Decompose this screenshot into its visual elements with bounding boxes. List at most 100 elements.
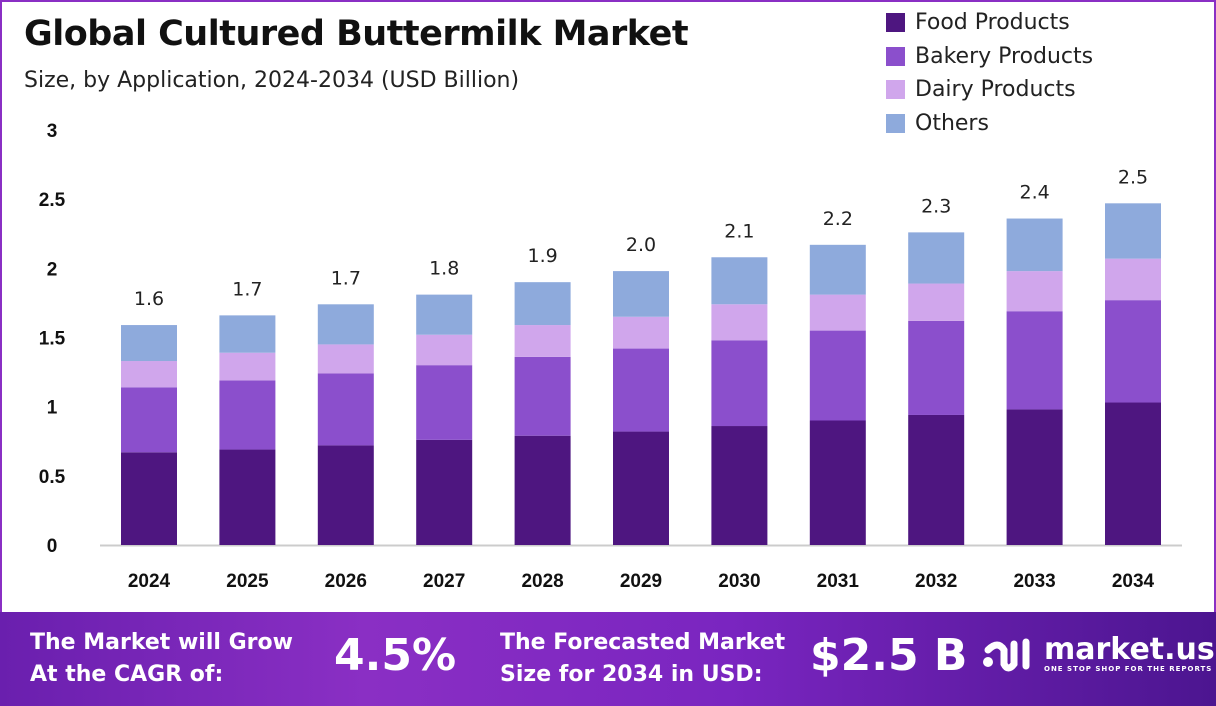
bar-segment-food-products xyxy=(317,445,374,545)
legend-swatch xyxy=(886,80,905,100)
total-data-label: 2.1 xyxy=(724,220,754,242)
footer-banner: The Market will Grow At the CAGR of: 4.5… xyxy=(0,612,1216,706)
market-us-logo: market.us ONE STOP SHOP FOR THE REPORTS xyxy=(980,634,1215,674)
y-tick-label: 0.5 xyxy=(39,467,66,488)
x-tick-label: 2026 xyxy=(325,571,367,592)
legend-label: Dairy Products xyxy=(915,77,1076,103)
total-data-label: 1.8 xyxy=(429,258,459,280)
chart-title: Global Cultured Buttermilk Market xyxy=(24,14,689,54)
bar-segment-dairy-products xyxy=(219,352,276,381)
legend-label: Others xyxy=(915,110,989,136)
total-data-label: 1.7 xyxy=(232,278,262,300)
x-tick-label: 2027 xyxy=(423,571,465,592)
forecast-label: The Forecasted Market Size for 2034 in U… xyxy=(500,627,785,691)
bar-segment-dairy-products xyxy=(416,334,473,366)
bar-segment-others xyxy=(809,244,866,295)
chart-subtitle: Size, by Application, 2024-2034 (USD Bil… xyxy=(24,68,520,93)
x-tick-label: 2025 xyxy=(226,571,269,592)
bar-segment-dairy-products xyxy=(613,316,669,349)
legend-item-others: Others xyxy=(886,107,1093,141)
bar-segment-dairy-products xyxy=(317,344,374,374)
logo-icon xyxy=(983,638,1030,672)
bar-segment-dairy-products xyxy=(1006,271,1063,312)
bar-segment-food-products xyxy=(121,452,177,545)
bar-segment-bakery-products xyxy=(711,340,768,427)
bar-segment-bakery-products xyxy=(1006,311,1063,410)
legend-item-food: Food Products xyxy=(886,6,1093,40)
bar-segment-food-products xyxy=(219,449,276,545)
y-tick-label: 2.5 xyxy=(39,190,66,211)
logo-name: market.us xyxy=(1044,632,1215,667)
bar-segment-dairy-products xyxy=(711,304,768,341)
bar-segment-others xyxy=(121,325,177,362)
y-tick-label: 0 xyxy=(47,536,58,557)
bar-segment-others xyxy=(711,257,768,305)
cagr-value: 4.5% xyxy=(334,630,457,681)
bar-segment-others xyxy=(416,294,473,335)
logo-tagline: ONE STOP SHOP FOR THE REPORTS xyxy=(1044,665,1213,673)
bar-segment-food-products xyxy=(416,439,473,545)
legend-label: Food Products xyxy=(915,10,1070,36)
bar-segment-others xyxy=(908,232,965,284)
cagr-label-line: The Market will Grow xyxy=(30,630,293,655)
total-data-label: 2.2 xyxy=(823,208,853,230)
bar-segment-dairy-products xyxy=(809,294,866,331)
forecast-label-line: The Forecasted Market xyxy=(500,630,786,655)
total-data-label: 1.9 xyxy=(527,245,557,267)
x-tick-label: 2028 xyxy=(521,571,563,592)
bar-segment-others xyxy=(1006,218,1063,272)
y-tick-label: 1 xyxy=(47,398,58,419)
bar-segment-dairy-products xyxy=(514,325,571,357)
total-data-label: 1.6 xyxy=(134,288,164,310)
bar-segment-others xyxy=(1105,203,1161,259)
legend-swatch xyxy=(886,13,905,33)
bar-segment-bakery-products xyxy=(613,348,669,432)
bar-segment-food-products xyxy=(809,420,866,545)
bar-segment-others xyxy=(613,271,669,317)
x-tick-label: 2024 xyxy=(128,571,171,592)
bar-segment-bakery-products xyxy=(809,330,866,421)
bar-segment-bakery-products xyxy=(416,365,473,440)
legend-swatch xyxy=(886,113,905,133)
legend: Food Products Bakery Products Dairy Prod… xyxy=(886,6,1093,140)
bar-segment-others xyxy=(317,304,374,345)
y-tick-label: 1.5 xyxy=(39,329,66,350)
bar-segment-dairy-products xyxy=(1105,258,1161,301)
stacked-bar-chart: 0 0.5 1 1.5 2 2.5 3 1.6 2024 1.7 2025 1.7 2026 1.8 202… xyxy=(39,121,1182,592)
bar-segment-bakery-products xyxy=(219,380,276,450)
y-tick-label: 2 xyxy=(47,259,58,280)
total-data-label: 2.4 xyxy=(1019,182,1049,204)
forecast-label-line: Size for 2034 in USD: xyxy=(500,662,763,687)
bar-segment-bakery-products xyxy=(514,356,571,436)
bar-segment-others xyxy=(514,282,571,326)
x-tick-label: 2031 xyxy=(817,571,860,592)
cagr-label-line: At the CAGR of: xyxy=(30,662,224,687)
legend-item-bakery: Bakery Products xyxy=(886,40,1093,74)
x-tick-label: 2030 xyxy=(718,571,760,592)
x-tick-label: 2029 xyxy=(620,571,662,592)
legend-swatch xyxy=(886,46,905,66)
bar-segment-dairy-products xyxy=(121,361,177,388)
legend-label: Bakery Products xyxy=(915,43,1094,69)
bar-segment-food-products xyxy=(1105,402,1161,545)
bar-segment-bakery-products xyxy=(908,320,965,415)
bar-segment-food-products xyxy=(1006,409,1063,545)
bar-segment-dairy-products xyxy=(908,283,965,321)
bar-segment-food-products xyxy=(908,414,965,545)
bar-segment-others xyxy=(219,315,276,353)
bar-segment-food-products xyxy=(613,431,669,545)
total-data-label: 2.3 xyxy=(921,195,951,217)
bar-segment-bakery-products xyxy=(1105,300,1161,403)
total-data-label: 2.0 xyxy=(626,234,656,256)
bar-segment-bakery-products xyxy=(317,373,374,446)
y-tick-label: 3 xyxy=(47,121,58,142)
x-tick-label: 2033 xyxy=(1013,571,1055,592)
x-tick-label: 2032 xyxy=(915,571,957,592)
bar-segment-food-products xyxy=(711,426,768,545)
legend-item-dairy: Dairy Products xyxy=(886,73,1093,107)
bar-segment-bakery-products xyxy=(121,387,177,453)
cagr-label: The Market will Grow At the CAGR of: xyxy=(30,627,293,691)
x-tick-label: 2034 xyxy=(1112,571,1155,592)
total-data-label: 1.7 xyxy=(331,267,361,289)
